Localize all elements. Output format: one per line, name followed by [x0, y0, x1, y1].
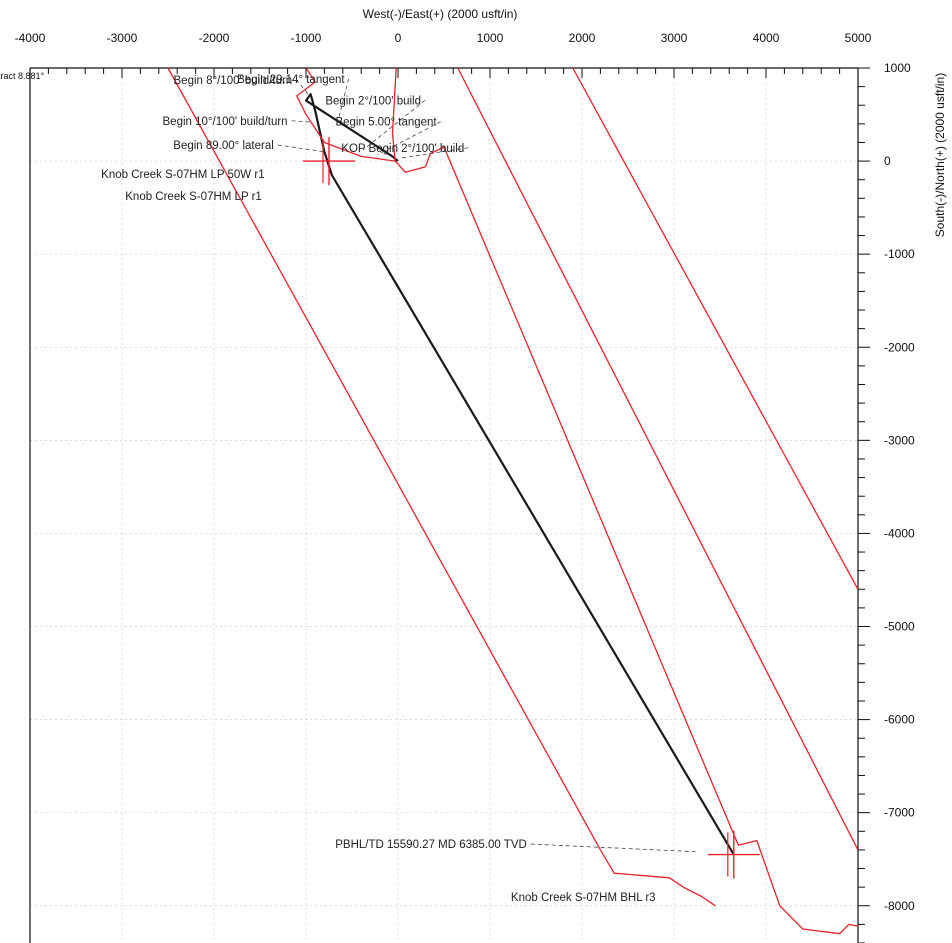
x-tick-label: -4000 — [15, 31, 46, 45]
x-tick-label: -2000 — [199, 31, 230, 45]
y-tick-label: -3000 — [884, 433, 915, 447]
y-axis-title: South(-)/North(+) (2000 usft/in) — [933, 73, 947, 237]
annotation-label: Knob Creek S-07HM BHL r3 — [511, 892, 656, 904]
x-tick-label: 5000 — [845, 31, 872, 45]
x-tick-label: 2000 — [569, 31, 596, 45]
marker-group — [303, 137, 760, 879]
x-tick-label: 3000 — [661, 31, 688, 45]
y-tick-label: -1000 — [884, 247, 915, 261]
annotation-leader — [291, 120, 311, 123]
annotation-leader — [337, 78, 350, 121]
annotation-label: Begin 10°/100' build/turn — [163, 116, 288, 128]
annotation-label: Begin 5.00° tangent — [335, 117, 437, 129]
y-tick-label: -7000 — [884, 806, 915, 820]
setback-right-line — [391, 67, 859, 935]
y-tick-label: -6000 — [884, 713, 915, 727]
annotation-label: Knob Creek S-07HM LP 50W r1 — [101, 169, 264, 181]
x-axis-title: West(-)/East(+) (2000 usft/in) — [363, 7, 518, 21]
landing-point-cross — [303, 137, 355, 186]
y-tick-label: -4000 — [884, 526, 915, 540]
y-tick-label: -8000 — [884, 899, 915, 913]
annotation-label: Begin 89.00° lateral — [173, 140, 274, 152]
x-tick-label: 0 — [395, 31, 402, 45]
y-tick-label: 0 — [884, 154, 891, 168]
x-tick-label: -1000 — [291, 31, 322, 45]
lease-line-mid-line — [457, 67, 859, 851]
annotation-leader — [277, 144, 325, 153]
annotation-leader — [530, 843, 698, 853]
annotation-label: Begin 29.14° tangent — [237, 74, 345, 86]
y-tick-label: 1000 — [884, 61, 911, 75]
x-tick-label: -3000 — [107, 31, 138, 45]
annotation-label: PBHL/TD 15590.27 MD 6385.00 TVD — [335, 839, 527, 851]
annotation-label: KOP Begin 2°/100' build — [341, 143, 464, 155]
annotation-label: Begin 2°/100' build — [325, 95, 421, 107]
tick-group: -4000 -3000 -2000 -1000 0 1000 2000 3000 4000 500… — [15, 31, 915, 943]
annotation-leader — [399, 147, 469, 159]
annotation-label: Begin 8°/100' build/turn — [174, 75, 293, 87]
corner-label: tract 8.881° — [0, 71, 45, 81]
annotation-leader — [377, 121, 441, 155]
setback-left-line — [167, 67, 716, 907]
wellpath-line — [304, 93, 735, 856]
x-tick-label: 4000 — [753, 31, 780, 45]
y-tick-label: -2000 — [884, 340, 915, 354]
bhl-cross — [707, 830, 760, 879]
lease-line-west-line — [296, 67, 396, 162]
annotation-leader — [362, 99, 426, 151]
x-tick-label: 1000 — [477, 31, 504, 45]
y-tick-label: -5000 — [884, 620, 915, 634]
series-group — [167, 67, 859, 935]
annotation-label: Knob Creek S-07HM LP r1 — [125, 191, 262, 203]
annotation-leader — [295, 79, 311, 98]
lease-line-east-line — [572, 67, 859, 590]
